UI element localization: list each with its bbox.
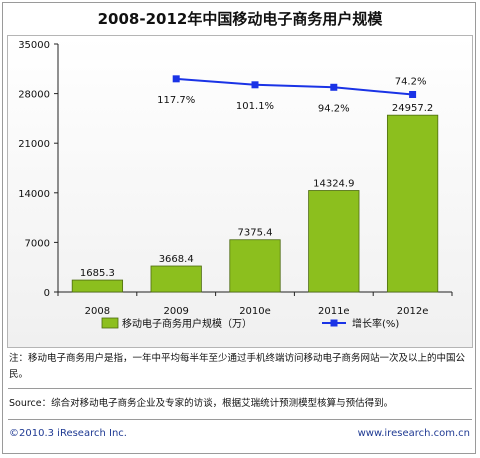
legend-label-line: 增长率(%) <box>352 317 399 330</box>
bar <box>150 265 202 293</box>
bar-value-label: 14324.9 <box>313 178 354 189</box>
growth-point <box>409 90 417 98</box>
growth-label: 117.7% <box>157 95 195 106</box>
legend-label-bar: 移动电子商务用户规模（万） <box>122 317 252 330</box>
growth-point <box>251 81 259 89</box>
chart-title: 2008-2012年中国移动电子商务用户规模 <box>97 10 383 28</box>
source-text: Source：综合对移动电子商务企业及专家的访谈，根据艾瑞统计预测模型核算与预估… <box>9 398 394 409</box>
separator-line <box>8 419 472 420</box>
growth-label: 101.1% <box>236 101 274 112</box>
bar <box>71 279 124 293</box>
growth-line <box>176 77 413 96</box>
bar <box>229 239 281 293</box>
bar-value-label: 3668.4 <box>159 254 194 265</box>
growth-label: 74.2% <box>395 76 427 87</box>
bar <box>386 114 439 293</box>
separator-line <box>8 388 472 389</box>
legend-swatch-bar <box>101 317 119 329</box>
footnote: 注：移动电子商务用户是指，一年中平均每半年至少通过手机终端访问移动电子商务网站一… <box>9 353 466 380</box>
y-tick-label: 0 <box>44 288 50 299</box>
x-tick-label: 2011e <box>318 306 350 317</box>
growth-point <box>172 75 180 83</box>
y-tick-label: 14000 <box>18 189 50 200</box>
x-tick-label: 2008 <box>85 306 110 317</box>
y-tick-label: 7000 <box>25 238 50 249</box>
growth-label: 94.2% <box>318 103 350 114</box>
x-tick-label: 2012e <box>397 306 429 317</box>
growth-point <box>330 83 338 91</box>
legend-marker-line <box>330 319 338 327</box>
bar <box>308 190 360 293</box>
x-tick-label: 2009 <box>163 306 188 317</box>
y-tick-label: 35000 <box>18 40 50 51</box>
website-link[interactable]: www.iresearch.com.cn <box>357 428 470 439</box>
copyright-text: ©2010.3 iResearch Inc. <box>9 428 127 439</box>
bar-value-label: 7375.4 <box>238 228 273 239</box>
x-tick-label: 2010e <box>239 306 271 317</box>
y-tick-label: 21000 <box>18 139 50 150</box>
bar-value-label: 1685.3 <box>80 268 115 279</box>
bar-value-label: 24957.2 <box>392 103 433 114</box>
y-tick-label: 28000 <box>18 90 50 101</box>
